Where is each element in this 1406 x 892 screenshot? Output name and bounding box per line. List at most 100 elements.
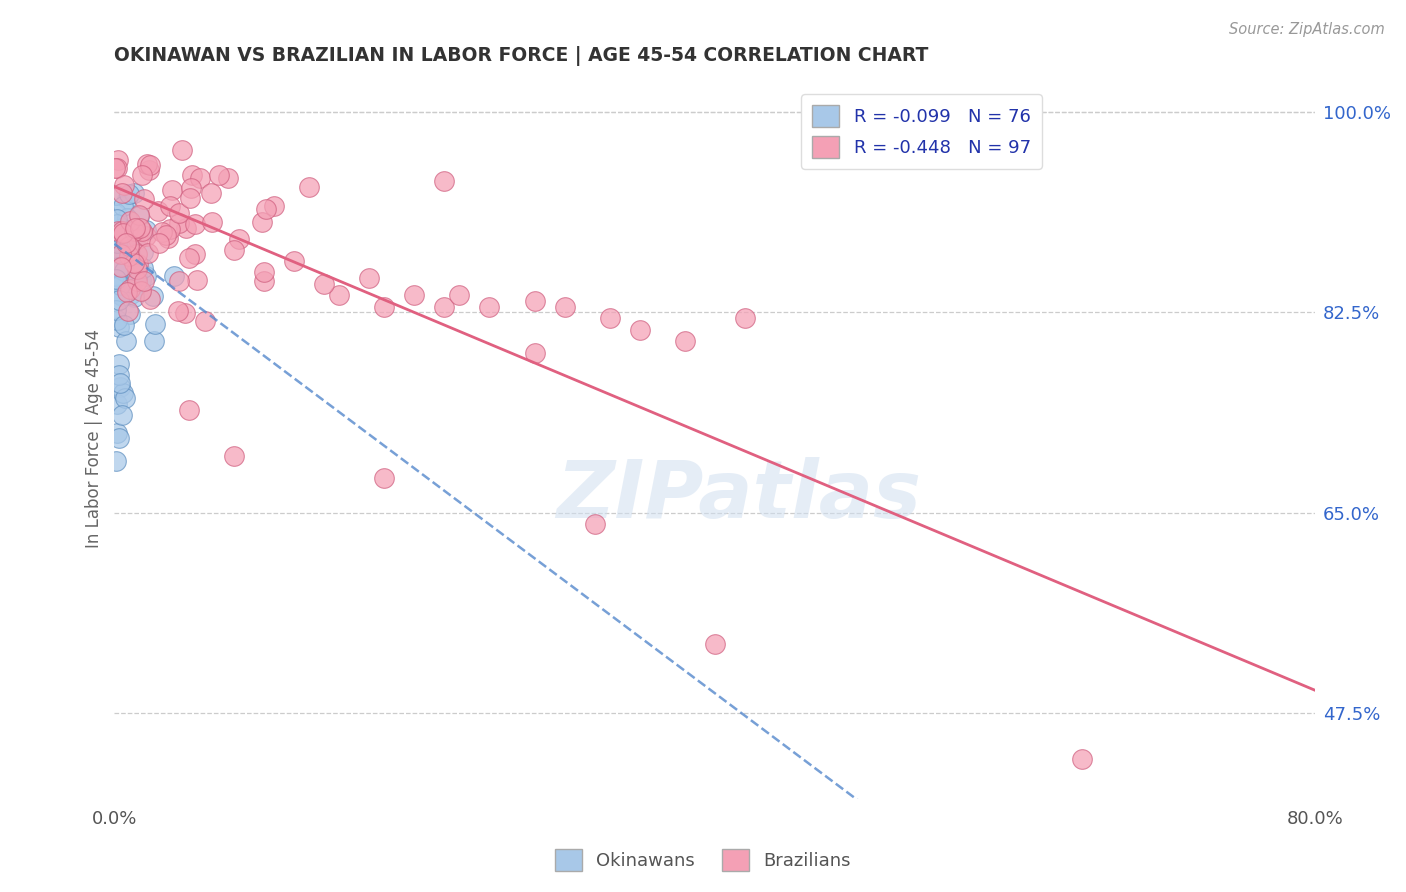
- Point: [117, 238, 139, 252]
- Point: [108, 226, 131, 240]
- Point: [104, 260, 127, 275]
- Point: [139, 293, 162, 307]
- Point: [159, 199, 181, 213]
- Point: [104, 188, 127, 202]
- Point: [148, 236, 170, 251]
- Point: [118, 283, 141, 297]
- Point: [433, 174, 456, 188]
- Point: [224, 243, 246, 257]
- Point: [142, 288, 165, 302]
- Point: [120, 259, 142, 273]
- Point: [583, 517, 606, 532]
- Point: [105, 236, 128, 251]
- Point: [105, 272, 128, 286]
- Point: [167, 304, 190, 318]
- Point: [125, 268, 148, 283]
- Point: [703, 637, 725, 651]
- Point: [131, 245, 153, 260]
- Point: [200, 215, 222, 229]
- Point: [118, 249, 141, 263]
- Point: [163, 269, 186, 284]
- Point: [194, 314, 217, 328]
- Point: [114, 392, 136, 406]
- Point: [478, 300, 501, 314]
- Point: [111, 409, 134, 423]
- Point: [129, 285, 152, 299]
- Point: [111, 220, 134, 235]
- Point: [105, 313, 128, 327]
- Point: [184, 217, 207, 231]
- Point: [110, 278, 132, 293]
- Point: [186, 273, 208, 287]
- Point: [122, 227, 145, 241]
- Point: [127, 257, 149, 271]
- Point: [108, 368, 131, 383]
- Point: [179, 191, 201, 205]
- Point: [108, 287, 131, 301]
- Point: [224, 449, 246, 463]
- Point: [159, 222, 181, 236]
- Point: [107, 153, 129, 167]
- Point: [136, 157, 159, 171]
- Point: [174, 221, 197, 235]
- Point: [114, 318, 136, 332]
- Point: [112, 385, 135, 400]
- Point: [734, 311, 756, 326]
- Point: [120, 286, 142, 301]
- Point: [404, 288, 426, 302]
- Point: [359, 271, 381, 285]
- Y-axis label: In Labor Force | Age 45-54: In Labor Force | Age 45-54: [86, 329, 103, 548]
- Point: [200, 186, 222, 201]
- Point: [146, 203, 169, 218]
- Point: [110, 247, 132, 261]
- Point: [115, 192, 138, 206]
- Point: [122, 224, 145, 238]
- Point: [115, 285, 138, 299]
- Point: [111, 199, 134, 213]
- Point: [263, 199, 285, 213]
- Point: [110, 380, 132, 394]
- Point: [104, 225, 127, 239]
- Point: [1071, 752, 1094, 766]
- Point: [673, 334, 696, 348]
- Point: [125, 274, 148, 288]
- Point: [120, 245, 142, 260]
- Point: [117, 303, 139, 318]
- Point: [172, 144, 194, 158]
- Point: [167, 216, 190, 230]
- Point: [124, 290, 146, 304]
- Point: [129, 221, 152, 235]
- Point: [112, 236, 135, 251]
- Point: [253, 265, 276, 279]
- Point: [599, 311, 621, 326]
- Point: [118, 214, 141, 228]
- Point: [254, 202, 277, 217]
- Point: [135, 269, 157, 284]
- Point: [122, 253, 145, 268]
- Legend: Okinawans, Brazilians: Okinawans, Brazilians: [547, 842, 859, 879]
- Point: [107, 320, 129, 334]
- Text: Source: ZipAtlas.com: Source: ZipAtlas.com: [1229, 22, 1385, 37]
- Point: [108, 293, 131, 307]
- Point: [143, 334, 166, 348]
- Point: [523, 345, 546, 359]
- Point: [150, 225, 173, 239]
- Point: [208, 168, 231, 182]
- Point: [131, 223, 153, 237]
- Point: [179, 251, 201, 265]
- Point: [283, 254, 305, 268]
- Point: [115, 211, 138, 225]
- Point: [105, 230, 128, 244]
- Point: [107, 425, 129, 440]
- Point: [115, 236, 138, 251]
- Point: [110, 241, 132, 255]
- Point: [128, 209, 150, 223]
- Point: [112, 178, 135, 192]
- Point: [105, 244, 128, 259]
- Point: [104, 161, 127, 175]
- Point: [298, 179, 321, 194]
- Point: [124, 186, 146, 201]
- Point: [118, 187, 141, 202]
- Point: [155, 227, 177, 242]
- Point: [115, 262, 138, 277]
